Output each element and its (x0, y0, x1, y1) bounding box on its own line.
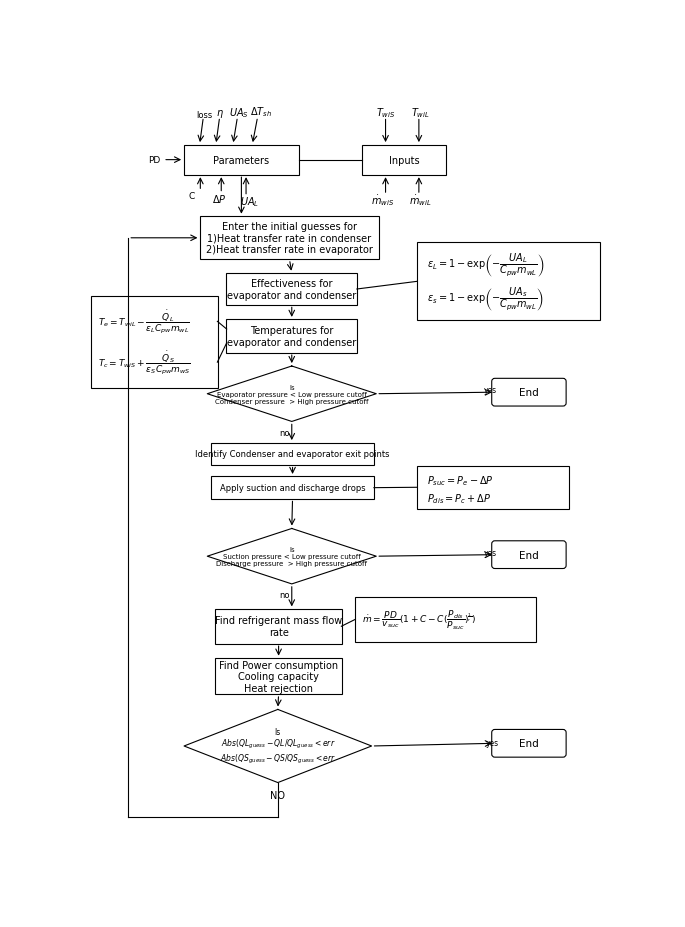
FancyBboxPatch shape (216, 658, 342, 694)
FancyBboxPatch shape (355, 597, 536, 642)
FancyBboxPatch shape (211, 443, 374, 465)
Text: $UA_L$: $UA_L$ (240, 195, 260, 209)
Text: Is
Suction pressure < Low pressure cutoff
Discharge pressure  > High pressure cu: Is Suction pressure < Low pressure cutof… (216, 547, 367, 566)
Text: $T_e=T_{wiL}-\dfrac{\dot{Q}_L}{\varepsilon_L C_{pw}m_{wL}}$: $T_e=T_{wiL}-\dfrac{\dot{Q}_L}{\varepsil… (98, 309, 190, 336)
FancyBboxPatch shape (211, 477, 374, 500)
FancyBboxPatch shape (200, 217, 379, 260)
Text: yes: yes (484, 548, 497, 557)
FancyBboxPatch shape (492, 379, 566, 407)
Text: Find Power consumption
Cooling capacity
Heat rejection: Find Power consumption Cooling capacity … (219, 660, 338, 693)
Text: Inputs: Inputs (389, 156, 419, 165)
Text: NO: NO (271, 790, 286, 800)
Text: yes: yes (484, 386, 497, 395)
FancyBboxPatch shape (226, 320, 358, 353)
FancyBboxPatch shape (216, 609, 342, 644)
Text: $\eta$: $\eta$ (216, 108, 223, 120)
Text: no: no (279, 590, 289, 600)
Text: $T_{wiL}$: $T_{wiL}$ (411, 106, 429, 120)
Text: $\dot{m}=\dfrac{PD}{v_{suc}}(1+C-C(\dfrac{P_{dis}}{P_{suc}})^{\frac{1}{r}})$: $\dot{m}=\dfrac{PD}{v_{suc}}(1+C-C(\dfra… (362, 608, 476, 631)
Text: $T_{wiS}$: $T_{wiS}$ (376, 106, 395, 120)
Text: Parameters: Parameters (213, 156, 269, 165)
Text: $P_{suc}=P_e-\Delta P$: $P_{suc}=P_e-\Delta P$ (427, 474, 493, 488)
Text: Is
$Abs(QL_{guess}-QL/QL_{guess}<err$
$Abs(QS_{guess}-QS/QS_{guess}<err$: Is $Abs(QL_{guess}-QL/QL_{guess}<err$ $A… (220, 727, 336, 766)
Text: no: no (279, 428, 289, 438)
Text: loss: loss (197, 110, 213, 120)
Text: $T_c=T_{wiS}+\dfrac{\dot{Q}_S}{\varepsilon_S C_{pw}m_{wS}}$: $T_c=T_{wiS}+\dfrac{\dot{Q}_S}{\varepsil… (98, 349, 191, 376)
FancyBboxPatch shape (184, 146, 299, 175)
Text: $\varepsilon_s=1-\exp\!\left(-\dfrac{UA_s}{C_{pw}m_{wL}}\right)$: $\varepsilon_s=1-\exp\!\left(-\dfrac{UA_… (427, 286, 544, 312)
Text: $UA_S$: $UA_S$ (229, 106, 249, 120)
Text: Enter the initial guesses for
1)Heat transfer rate in condenser
2)Heat transfer : Enter the initial guesses for 1)Heat tra… (206, 222, 373, 255)
FancyBboxPatch shape (362, 146, 447, 175)
FancyBboxPatch shape (226, 273, 358, 306)
Text: $\Delta T_{sh}$: $\Delta T_{sh}$ (250, 105, 272, 119)
Text: Temperatures for
evaporator and condenser: Temperatures for evaporator and condense… (227, 325, 356, 348)
Text: yes: yes (486, 739, 499, 747)
Text: PD: PD (148, 156, 160, 165)
Text: $\varepsilon_L=1-\exp\!\left(-\dfrac{UA_L}{C_{pw}m_{wL}}\right)$: $\varepsilon_L=1-\exp\!\left(-\dfrac{UA_… (427, 251, 544, 279)
Text: $\dot{m}_{wiS}$: $\dot{m}_{wiS}$ (371, 193, 394, 208)
Text: End: End (519, 739, 539, 748)
Text: Apply suction and discharge drops: Apply suction and discharge drops (220, 484, 365, 492)
Text: Identify Condenser and evaporator exit points: Identify Condenser and evaporator exit p… (195, 450, 390, 459)
FancyBboxPatch shape (417, 243, 600, 321)
Text: End: End (519, 387, 539, 398)
FancyBboxPatch shape (492, 730, 566, 757)
Text: Effectiveness for
evaporator and condenser: Effectiveness for evaporator and condens… (227, 279, 356, 300)
Text: Is
Evaporator pressure < Low pressure cutoff
Condenser pressure  > High pressure: Is Evaporator pressure < Low pressure cu… (215, 385, 369, 404)
FancyBboxPatch shape (492, 541, 566, 569)
FancyBboxPatch shape (417, 466, 569, 509)
Text: C: C (188, 191, 195, 200)
Text: Find refrigerant mass flow
rate: Find refrigerant mass flow rate (215, 616, 342, 638)
Text: End: End (519, 550, 539, 560)
Text: $P_{dis}=P_c+\Delta P$: $P_{dis}=P_c+\Delta P$ (427, 492, 491, 506)
Text: $\dot{m}_{wiL}$: $\dot{m}_{wiL}$ (409, 193, 432, 208)
FancyBboxPatch shape (91, 297, 218, 388)
Text: $\Delta P$: $\Delta P$ (212, 193, 226, 205)
